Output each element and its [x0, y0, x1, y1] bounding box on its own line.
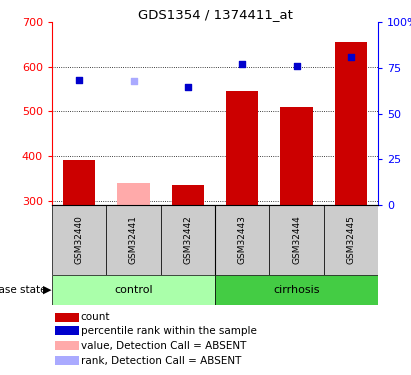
- Bar: [55, 313, 79, 322]
- Text: count: count: [81, 312, 110, 322]
- Text: cirrhosis: cirrhosis: [273, 285, 320, 295]
- Bar: [280, 107, 313, 205]
- Bar: [215, 205, 269, 275]
- Text: GSM32445: GSM32445: [346, 216, 356, 264]
- Text: GSM32440: GSM32440: [75, 216, 84, 264]
- Text: rank, Detection Call = ABSENT: rank, Detection Call = ABSENT: [81, 356, 241, 366]
- Text: GSM32444: GSM32444: [292, 216, 301, 264]
- Bar: [106, 205, 161, 275]
- Point: [348, 54, 354, 60]
- Text: GSM32443: GSM32443: [238, 216, 247, 264]
- Text: disease state: disease state: [0, 285, 50, 295]
- Point: [130, 78, 137, 84]
- Point: [293, 63, 300, 69]
- Bar: [215, 275, 378, 305]
- Bar: [117, 183, 150, 205]
- Bar: [269, 205, 324, 275]
- Bar: [55, 341, 79, 350]
- Title: GDS1354 / 1374411_at: GDS1354 / 1374411_at: [138, 8, 293, 21]
- Bar: [63, 160, 95, 205]
- Text: value, Detection Call = ABSENT: value, Detection Call = ABSENT: [81, 341, 246, 351]
- Bar: [335, 42, 367, 205]
- Point: [239, 60, 245, 66]
- Bar: [52, 205, 106, 275]
- Bar: [55, 356, 79, 365]
- Point: [76, 77, 83, 83]
- Bar: [161, 205, 215, 275]
- Bar: [55, 326, 79, 335]
- Text: percentile rank within the sample: percentile rank within the sample: [81, 326, 256, 336]
- Bar: [324, 205, 378, 275]
- Bar: [226, 91, 259, 205]
- Text: control: control: [114, 285, 153, 295]
- Text: GSM32441: GSM32441: [129, 216, 138, 264]
- Point: [185, 84, 191, 90]
- Text: GSM32442: GSM32442: [183, 216, 192, 264]
- Bar: [52, 275, 215, 305]
- Text: ▶: ▶: [42, 285, 51, 295]
- Bar: [171, 185, 204, 205]
